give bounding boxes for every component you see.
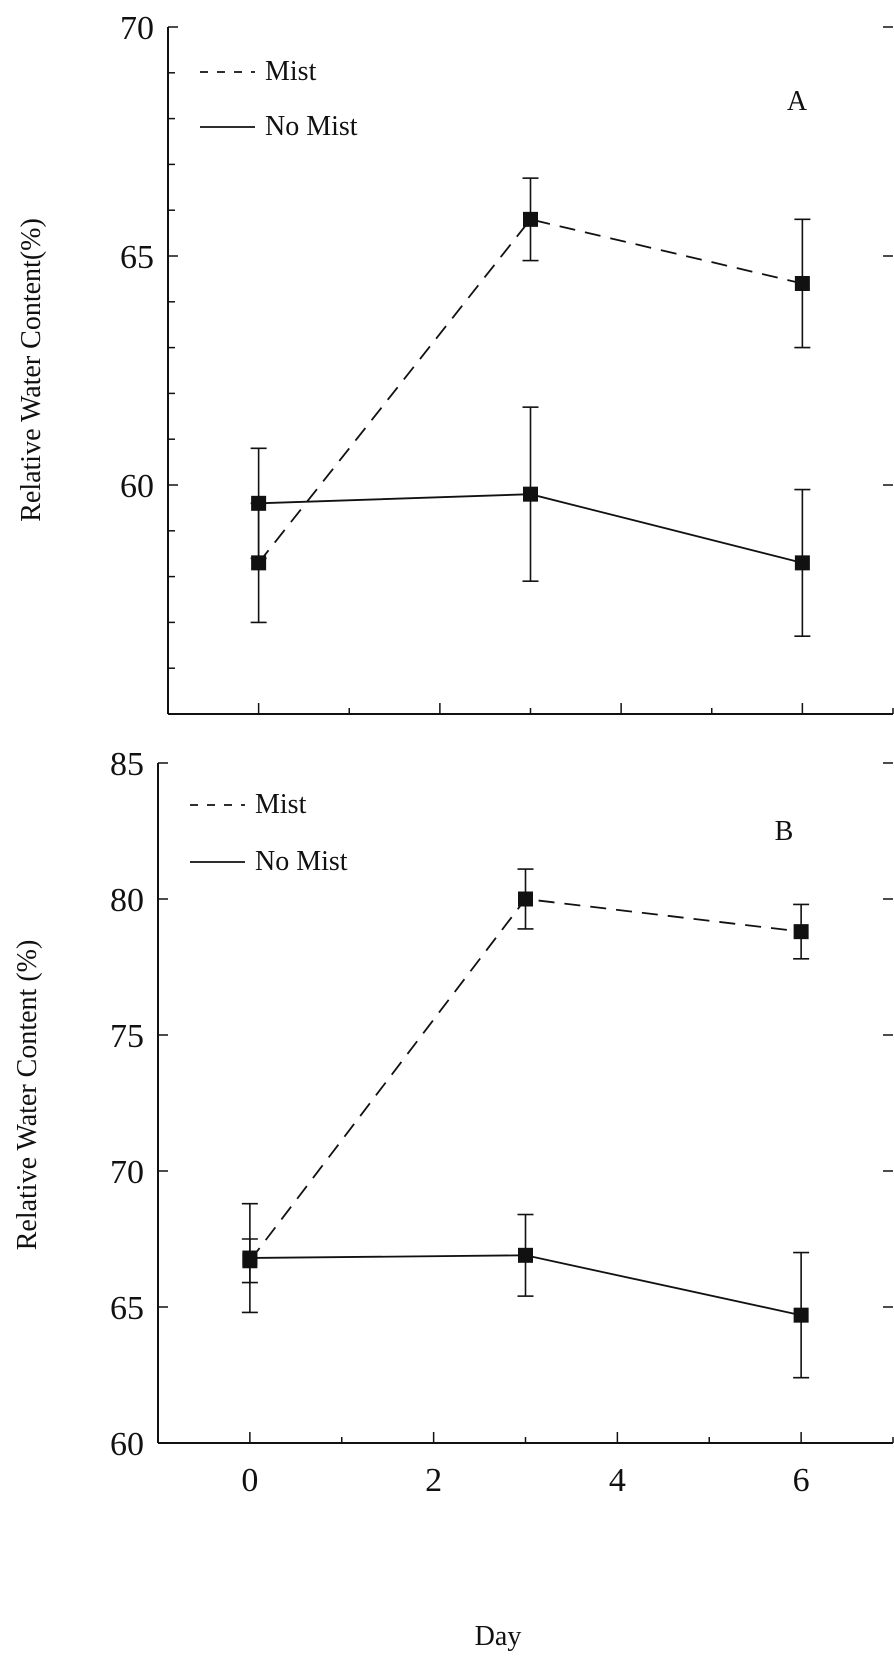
legend-label: Mist <box>255 789 307 820</box>
data-point-no-mist <box>251 495 267 511</box>
data-point-no-mist <box>794 555 810 571</box>
x-tick-label: 0 <box>241 1462 258 1499</box>
series-line-mist <box>249 898 802 1262</box>
series-line-mist <box>257 218 803 564</box>
y-tick-label: 65 <box>120 239 154 276</box>
panel-letter: B <box>775 816 794 847</box>
x-axis-title: Day <box>475 1621 522 1652</box>
y-tick-label: 70 <box>110 1154 144 1191</box>
y-tick-label: 70 <box>120 10 154 47</box>
legend-label: No Mist <box>255 846 348 877</box>
y-tick-label: 75 <box>110 1018 144 1055</box>
data-point-no-mist <box>242 1250 258 1266</box>
y-axis-title: Relative Water Content (%) <box>12 940 43 1251</box>
y-tick-label: 80 <box>110 882 144 919</box>
data-point-mist <box>518 891 533 907</box>
data-point-no-mist <box>518 1247 533 1263</box>
panel-b: 60 65 70 75 80 85 0 2 4 6 Relative Water Content (… <box>12 746 894 1499</box>
data-point-mist <box>251 555 267 571</box>
y-axis-title: Relative Water Content(%) <box>16 218 47 522</box>
y-tick-label: 60 <box>110 1426 144 1463</box>
x-tick-label: 4 <box>609 1462 626 1499</box>
legend-label: No Mist <box>265 111 358 142</box>
x-tick-label: 6 <box>793 1462 810 1499</box>
legend-label: Mist <box>265 56 317 87</box>
x-tick-label: 2 <box>425 1462 442 1499</box>
data-point-no-mist <box>523 486 538 502</box>
panel-letter: A <box>787 86 808 117</box>
y-tick-label: 65 <box>110 1290 144 1327</box>
data-point-mist <box>523 211 538 227</box>
panel-a: 60 65 70 Relative Water Content(%) A Mist No M… <box>16 10 894 715</box>
y-tick-label: 85 <box>110 746 144 783</box>
data-point-no-mist <box>793 1307 809 1323</box>
data-point-mist <box>794 275 810 291</box>
y-tick-label: 60 <box>120 468 154 505</box>
data-point-mist <box>793 924 809 940</box>
